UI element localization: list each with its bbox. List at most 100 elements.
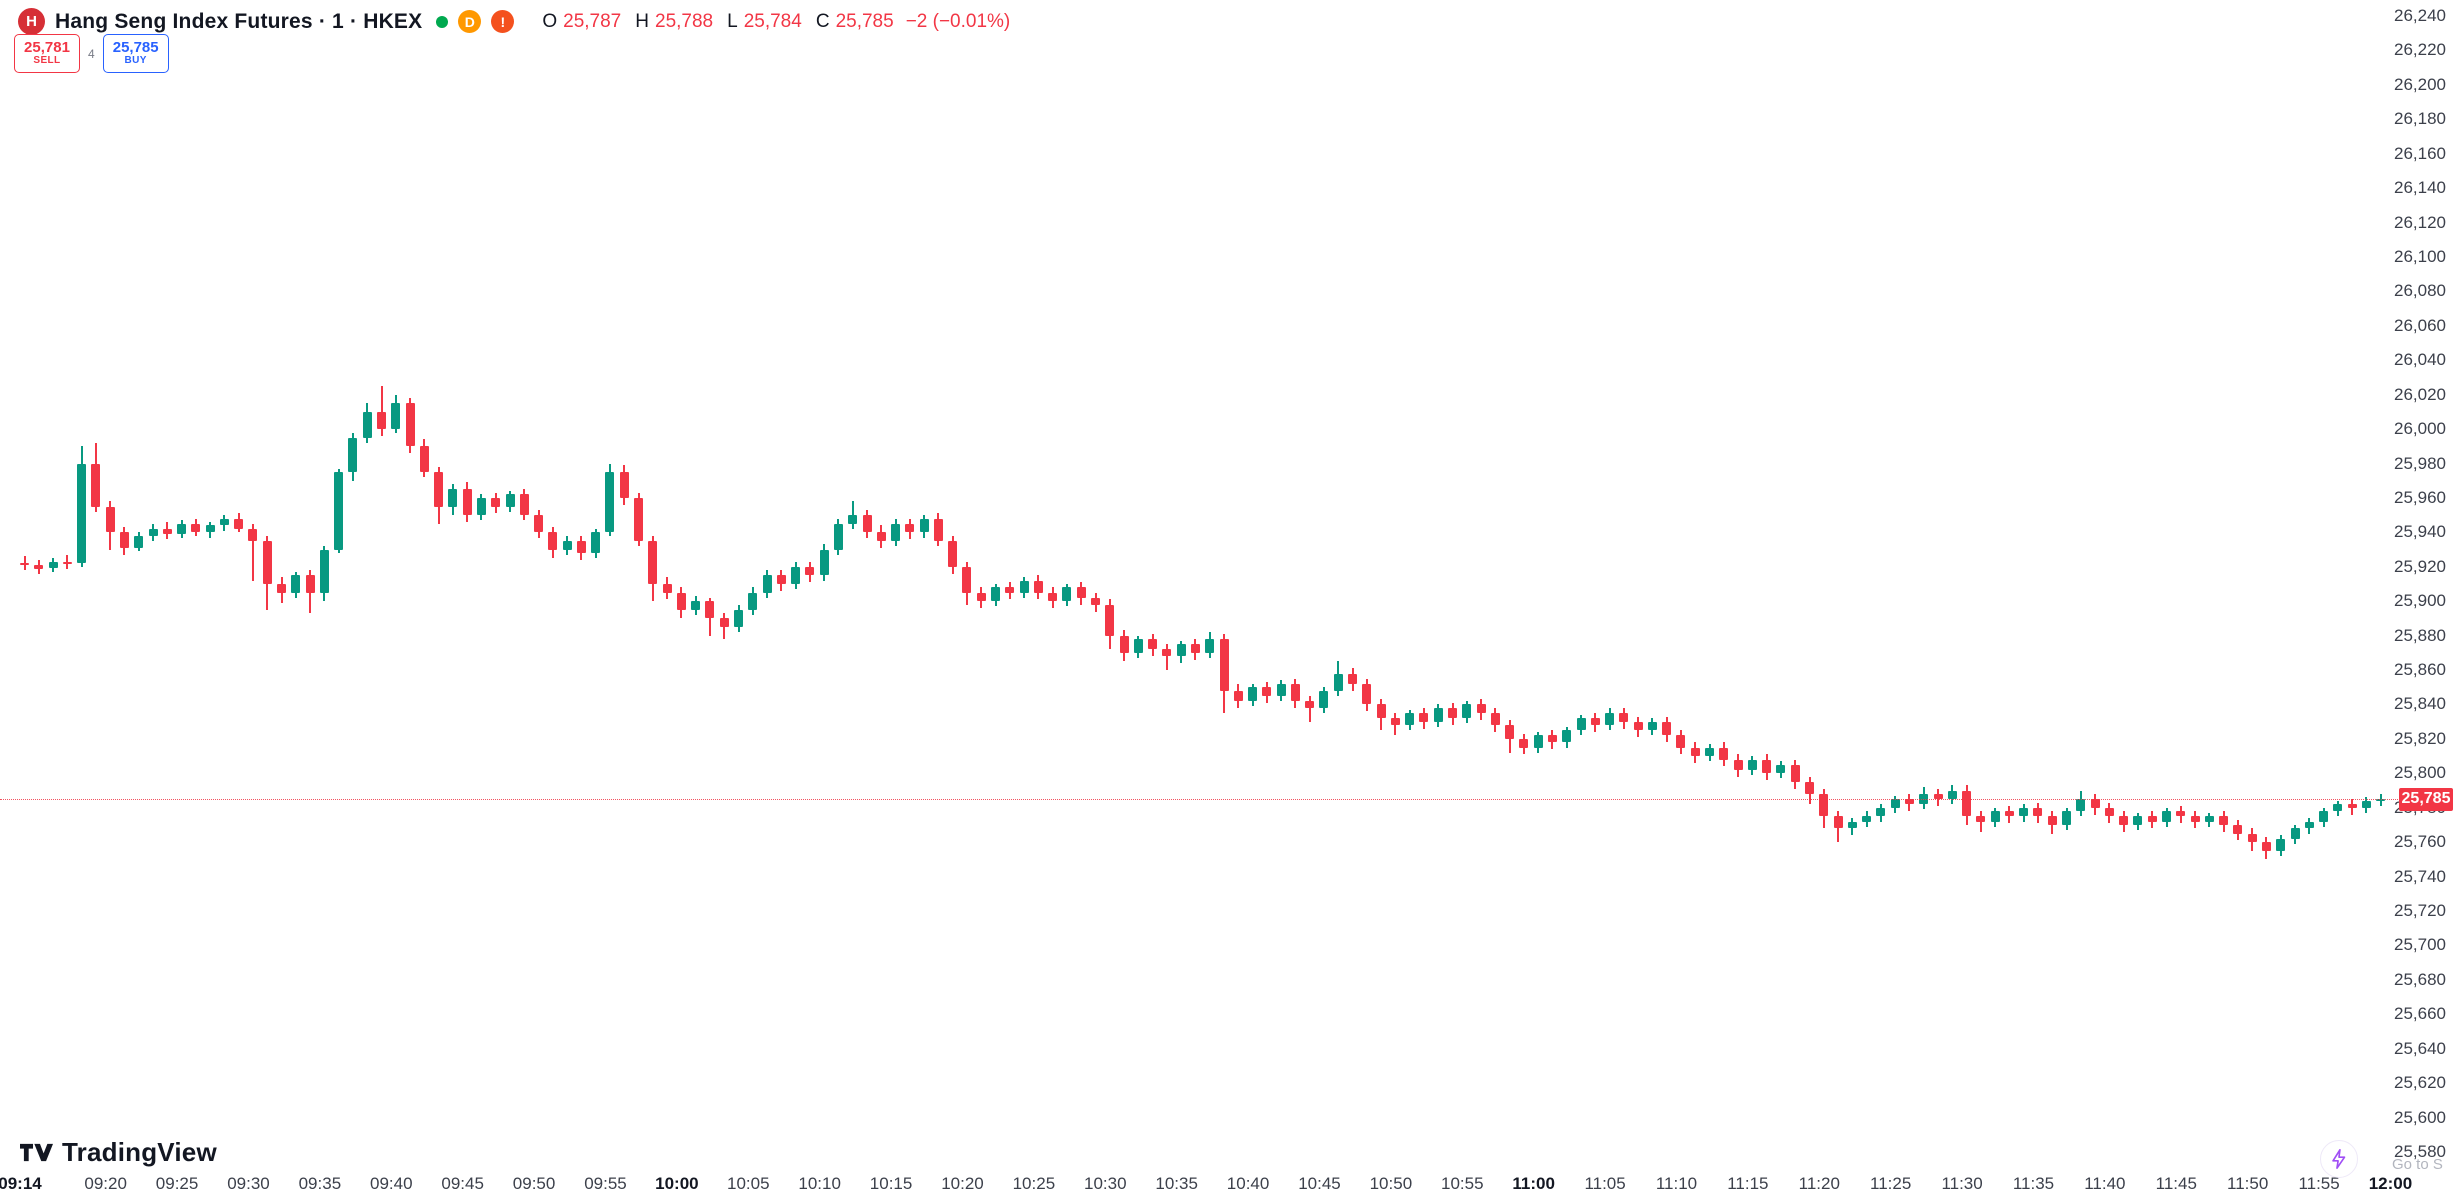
- price-axis-label: 25,620: [2394, 1073, 2446, 1093]
- candle-body: [748, 592, 758, 610]
- candle-body: [1533, 735, 1543, 748]
- time-axis-label: 10:55: [1440, 1174, 1484, 1193]
- price-axis-label: 25,740: [2394, 866, 2446, 886]
- time-axis-label: 11:50: [2227, 1174, 2269, 1193]
- candle-body: [1862, 816, 1872, 822]
- price-axis-label: 25,820: [2394, 728, 2446, 748]
- ohlc-open-value: 25,787: [563, 10, 622, 32]
- boost-button[interactable]: [2320, 1140, 2358, 1178]
- candle-body: [1833, 816, 1843, 829]
- candle-body: [1276, 683, 1286, 696]
- chart-canvas[interactable]: [0, 0, 2398, 1170]
- goto-hint-text: Go to S: [2392, 1156, 2443, 1173]
- candle-body: [676, 592, 686, 610]
- candle-body: [1962, 790, 1972, 817]
- candle-body: [1505, 725, 1515, 739]
- candle-body: [705, 601, 715, 619]
- candle-body: [319, 549, 329, 593]
- candle-body: [2076, 799, 2086, 812]
- candle-body: [191, 523, 201, 533]
- time-axis-label: 12:00: [2368, 1174, 2413, 1193]
- sell-button[interactable]: 25,781 SELL: [14, 34, 80, 73]
- time-axis-label: 11:40: [2084, 1174, 2126, 1193]
- candle-body: [976, 592, 986, 602]
- candle-body: [848, 515, 858, 524]
- lightning-bolt-icon: [2332, 1149, 2346, 1169]
- candle-body: [1076, 587, 1086, 598]
- time-axis-label: 10:40: [1226, 1174, 1270, 1193]
- time-axis-label: 10:10: [798, 1174, 841, 1193]
- buy-button[interactable]: 25,785 BUY: [102, 34, 169, 73]
- time-axis-label: 11:25: [1870, 1174, 1912, 1193]
- candle-body: [34, 565, 44, 569]
- time-axis-label: 10:30: [1083, 1174, 1127, 1193]
- price-axis-label: 26,040: [2394, 350, 2446, 370]
- candle-body: [2204, 816, 2214, 822]
- time-axis-label: 09:14: [0, 1174, 42, 1193]
- price-axis-label: 25,580: [2394, 1142, 2446, 1161]
- candle-body: [1476, 704, 1486, 714]
- candle-body: [434, 472, 444, 507]
- warning-badge[interactable]: !: [491, 10, 515, 33]
- price-axis-label: 25,800: [2394, 763, 2446, 783]
- ohlc-low-label: L: [727, 10, 738, 32]
- symbol-title[interactable]: Hang Seng Index Futures · 1 · HKEX: [55, 9, 423, 33]
- price-axis-label: 26,160: [2394, 143, 2446, 163]
- candle-body: [448, 489, 458, 507]
- candle-body: [1990, 811, 2000, 822]
- symbol-header: H Hang Seng Index Futures · 1 · HKEX D !…: [18, 8, 1010, 35]
- candle-body: [462, 489, 472, 516]
- candle-body: [2162, 811, 2171, 822]
- price-axis-label: 25,700: [2394, 935, 2446, 955]
- candle-body: [476, 497, 486, 516]
- candle-body: [991, 587, 1001, 602]
- candle-body: [2219, 816, 2229, 825]
- candle-body: [1590, 718, 1600, 726]
- candle-body: [762, 575, 772, 593]
- candle-body: [20, 563, 29, 566]
- time-axis-label: 11:05: [1584, 1174, 1626, 1193]
- current-price-tag: 25,785: [2399, 787, 2453, 811]
- candle-body: [1719, 747, 1729, 760]
- ohlc-open-label: O: [542, 10, 558, 32]
- price-axis[interactable]: 25,785 26,240 26,220 26,200 26,180 26,160 26,…: [2394, 0, 2454, 1170]
- candle-body: [491, 497, 501, 507]
- price-axis-label: 26,060: [2394, 315, 2446, 335]
- candle-body: [391, 403, 401, 430]
- candle-body: [1776, 764, 1786, 774]
- candle-body: [1547, 735, 1557, 743]
- price-axis-label: 25,860: [2394, 660, 2446, 680]
- buy-price: 25,785: [112, 39, 159, 57]
- time-axis[interactable]: 09:14 09:20 09:25 09:30 09:35 09:40 09:45 09:50…: [0, 1170, 2412, 1197]
- candle-body: [891, 523, 901, 541]
- candle-body: [1805, 781, 1814, 794]
- price-axis-label: 25,880: [2394, 625, 2446, 645]
- candle-body: [2190, 816, 2200, 822]
- price-axis-label: 26,080: [2394, 281, 2446, 301]
- time-axis-label: 11:00: [1512, 1174, 1555, 1193]
- price-axis-label: 26,140: [2394, 178, 2446, 198]
- candle-body: [1433, 707, 1443, 722]
- candle-body: [2376, 799, 2386, 802]
- time-axis-label: 11:30: [1941, 1174, 1983, 1193]
- candle-body: [2119, 816, 2129, 825]
- delayed-data-badge[interactable]: D: [458, 10, 482, 33]
- time-axis-label: 09:45: [441, 1174, 484, 1193]
- time-axis-label: 09:30: [227, 1174, 270, 1193]
- candle-body: [1947, 790, 1957, 800]
- ohlc-high-value: 25,788: [655, 10, 714, 32]
- candle-body: [719, 618, 729, 628]
- candle-body: [1819, 793, 1829, 817]
- candle-body: [2176, 811, 2186, 817]
- buy-label: BUY: [124, 55, 147, 67]
- tradingview-logo[interactable]: TradingView: [20, 1137, 217, 1168]
- candle-body: [91, 463, 101, 507]
- candle-body: [805, 566, 815, 576]
- candle-body: [662, 584, 672, 593]
- candle-body: [1062, 587, 1072, 602]
- candle-body: [1890, 799, 1900, 808]
- candle-body: [1904, 799, 1914, 805]
- ohlc-low-value: 25,784: [743, 10, 802, 32]
- candle-body: [905, 523, 915, 533]
